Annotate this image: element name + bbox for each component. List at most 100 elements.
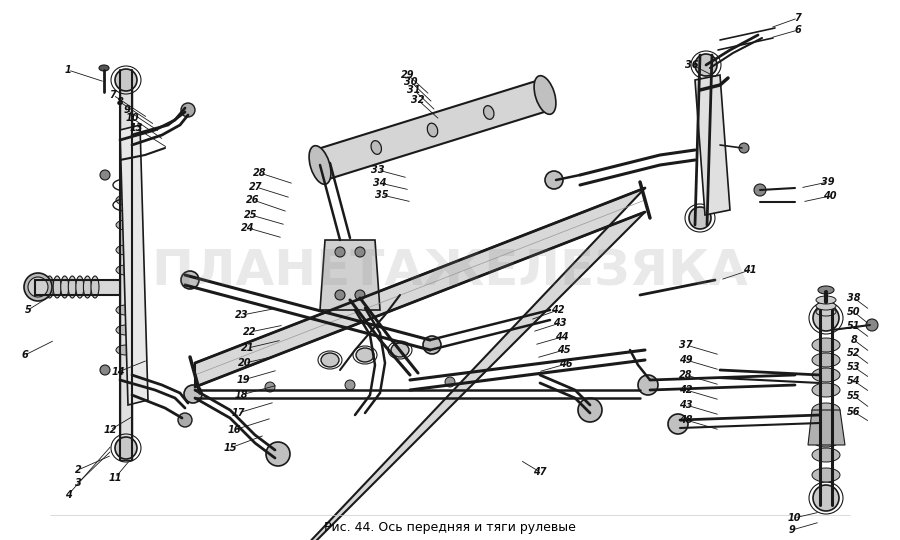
Text: 16: 16: [227, 425, 241, 435]
Ellipse shape: [84, 276, 92, 298]
Ellipse shape: [46, 276, 54, 298]
Ellipse shape: [116, 345, 136, 355]
Ellipse shape: [115, 69, 137, 91]
Ellipse shape: [483, 106, 494, 119]
Polygon shape: [35, 280, 120, 295]
Circle shape: [266, 442, 290, 466]
Text: 29: 29: [401, 70, 415, 80]
Circle shape: [265, 382, 275, 392]
Polygon shape: [808, 410, 845, 445]
Ellipse shape: [99, 65, 109, 71]
Circle shape: [184, 385, 202, 403]
Ellipse shape: [695, 54, 717, 76]
Text: 53: 53: [847, 362, 860, 372]
Text: 46: 46: [559, 359, 572, 369]
Ellipse shape: [812, 433, 840, 447]
Circle shape: [178, 413, 192, 427]
Text: 51: 51: [847, 321, 860, 331]
Circle shape: [423, 336, 441, 354]
Polygon shape: [320, 240, 380, 310]
Text: 7: 7: [795, 13, 801, 23]
Circle shape: [668, 414, 688, 434]
Circle shape: [355, 290, 365, 300]
Circle shape: [100, 365, 110, 375]
Text: 47: 47: [533, 467, 547, 477]
Text: 6: 6: [22, 350, 29, 360]
Ellipse shape: [391, 343, 409, 357]
Ellipse shape: [812, 448, 840, 462]
Text: 38: 38: [847, 293, 860, 303]
Polygon shape: [120, 125, 148, 405]
Text: 40: 40: [824, 191, 837, 201]
Ellipse shape: [371, 140, 382, 154]
Text: 17: 17: [231, 408, 245, 418]
Circle shape: [739, 143, 749, 153]
Ellipse shape: [116, 325, 136, 335]
Text: 45: 45: [557, 345, 571, 355]
Text: 10: 10: [788, 513, 801, 523]
Ellipse shape: [812, 418, 840, 432]
Ellipse shape: [116, 195, 136, 205]
Text: 49: 49: [680, 355, 693, 365]
Circle shape: [578, 398, 602, 422]
Text: 28: 28: [680, 370, 693, 380]
Text: 24: 24: [241, 223, 255, 233]
Text: 55: 55: [847, 391, 860, 401]
Ellipse shape: [53, 276, 61, 298]
Ellipse shape: [115, 437, 137, 459]
Text: 14: 14: [112, 367, 125, 377]
Ellipse shape: [812, 353, 840, 367]
Ellipse shape: [116, 305, 136, 315]
Circle shape: [181, 103, 195, 117]
Circle shape: [24, 273, 52, 301]
Ellipse shape: [309, 146, 331, 184]
Text: 11: 11: [108, 473, 122, 483]
Ellipse shape: [76, 276, 84, 298]
Circle shape: [754, 184, 766, 196]
Text: 54: 54: [847, 376, 860, 386]
Text: 48: 48: [680, 415, 693, 425]
Ellipse shape: [816, 302, 836, 310]
Text: 50: 50: [847, 307, 860, 317]
Text: 33: 33: [371, 165, 385, 175]
Text: 42: 42: [551, 305, 565, 315]
Ellipse shape: [68, 276, 76, 298]
Text: 15: 15: [223, 443, 237, 453]
Text: 36: 36: [685, 60, 698, 70]
Ellipse shape: [812, 468, 840, 482]
Text: 18: 18: [234, 390, 248, 400]
Text: 56: 56: [847, 407, 860, 417]
Text: 13: 13: [130, 123, 143, 133]
Polygon shape: [315, 80, 550, 180]
Ellipse shape: [816, 296, 836, 304]
Polygon shape: [695, 75, 730, 215]
Text: 1: 1: [65, 65, 71, 75]
Circle shape: [545, 171, 563, 189]
Ellipse shape: [816, 308, 836, 316]
Text: 19: 19: [236, 375, 250, 385]
Text: 8: 8: [850, 335, 858, 345]
Text: 34: 34: [374, 178, 387, 188]
Ellipse shape: [428, 123, 437, 137]
Polygon shape: [195, 188, 645, 540]
Ellipse shape: [812, 383, 840, 397]
Ellipse shape: [689, 207, 711, 229]
Text: 30: 30: [404, 77, 418, 87]
Text: 21: 21: [241, 343, 255, 353]
Text: 43: 43: [680, 400, 693, 410]
Ellipse shape: [812, 338, 840, 352]
Circle shape: [445, 377, 455, 387]
Circle shape: [335, 290, 345, 300]
Text: 41: 41: [743, 265, 757, 275]
Text: 12: 12: [104, 425, 117, 435]
Text: 26: 26: [247, 195, 260, 205]
Text: 23: 23: [235, 310, 248, 320]
Text: 32: 32: [411, 95, 425, 105]
Text: 3: 3: [75, 478, 81, 488]
Text: 42: 42: [680, 385, 693, 395]
Ellipse shape: [812, 368, 840, 382]
Text: 22: 22: [243, 327, 256, 337]
Text: 6: 6: [795, 25, 801, 35]
Text: 20: 20: [238, 358, 252, 368]
Text: 43: 43: [554, 318, 567, 328]
